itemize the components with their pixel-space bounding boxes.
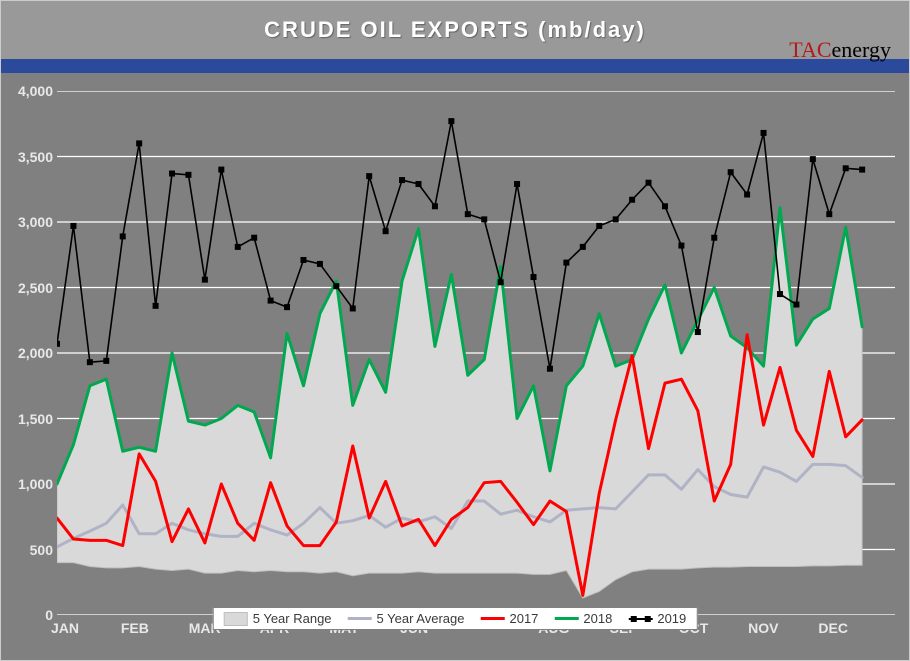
line-marker-swatch-icon [628,618,652,620]
logo-prefix: TAC [789,37,831,62]
legend-item-avg: 5 Year Average [348,611,465,626]
logo-suffix: energy [832,37,891,62]
range-swatch-icon [224,612,248,626]
logo: TACenergy [789,37,891,63]
line-swatch-icon [348,617,372,620]
legend-label: 5 Year Range [253,611,332,626]
y-tick-label: 0 [1,607,53,623]
plot-svg [57,91,895,615]
x-tick-label: FEB [121,620,149,636]
legend-label: 2018 [583,611,612,626]
y-tick-label: 4,000 [1,83,53,99]
x-tick-label: NOV [748,620,778,636]
legend-label: 2019 [657,611,686,626]
y-tick-label: 3,000 [1,214,53,230]
line-swatch-icon [480,617,504,620]
y-tick-label: 500 [1,542,53,558]
legend-item-2017: 2017 [480,611,538,626]
x-tick-label: JAN [51,620,79,636]
legend-label: 2017 [509,611,538,626]
y-tick-label: 1,500 [1,411,53,427]
legend: 5 Year Range 5 Year Average 2017 2018 20… [213,607,698,630]
title-bar: CRUDE OIL EXPORTS (mb/day) [1,1,909,59]
legend-label: 5 Year Average [377,611,465,626]
legend-item-2018: 2018 [554,611,612,626]
y-tick-label: 3,500 [1,149,53,165]
accent-bar [1,59,909,73]
chart-title: CRUDE OIL EXPORTS (mb/day) [264,17,646,43]
plot-area [57,91,895,615]
y-tick-label: 2,500 [1,280,53,296]
chart-container: CRUDE OIL EXPORTS (mb/day) TACenergy 0 50… [0,0,910,661]
y-tick-label: 2,000 [1,345,53,361]
legend-item-range: 5 Year Range [224,611,332,626]
legend-item-2019: 2019 [628,611,686,626]
y-tick-label: 1,000 [1,476,53,492]
x-tick-label: DEC [818,620,848,636]
line-swatch-icon [554,617,578,620]
